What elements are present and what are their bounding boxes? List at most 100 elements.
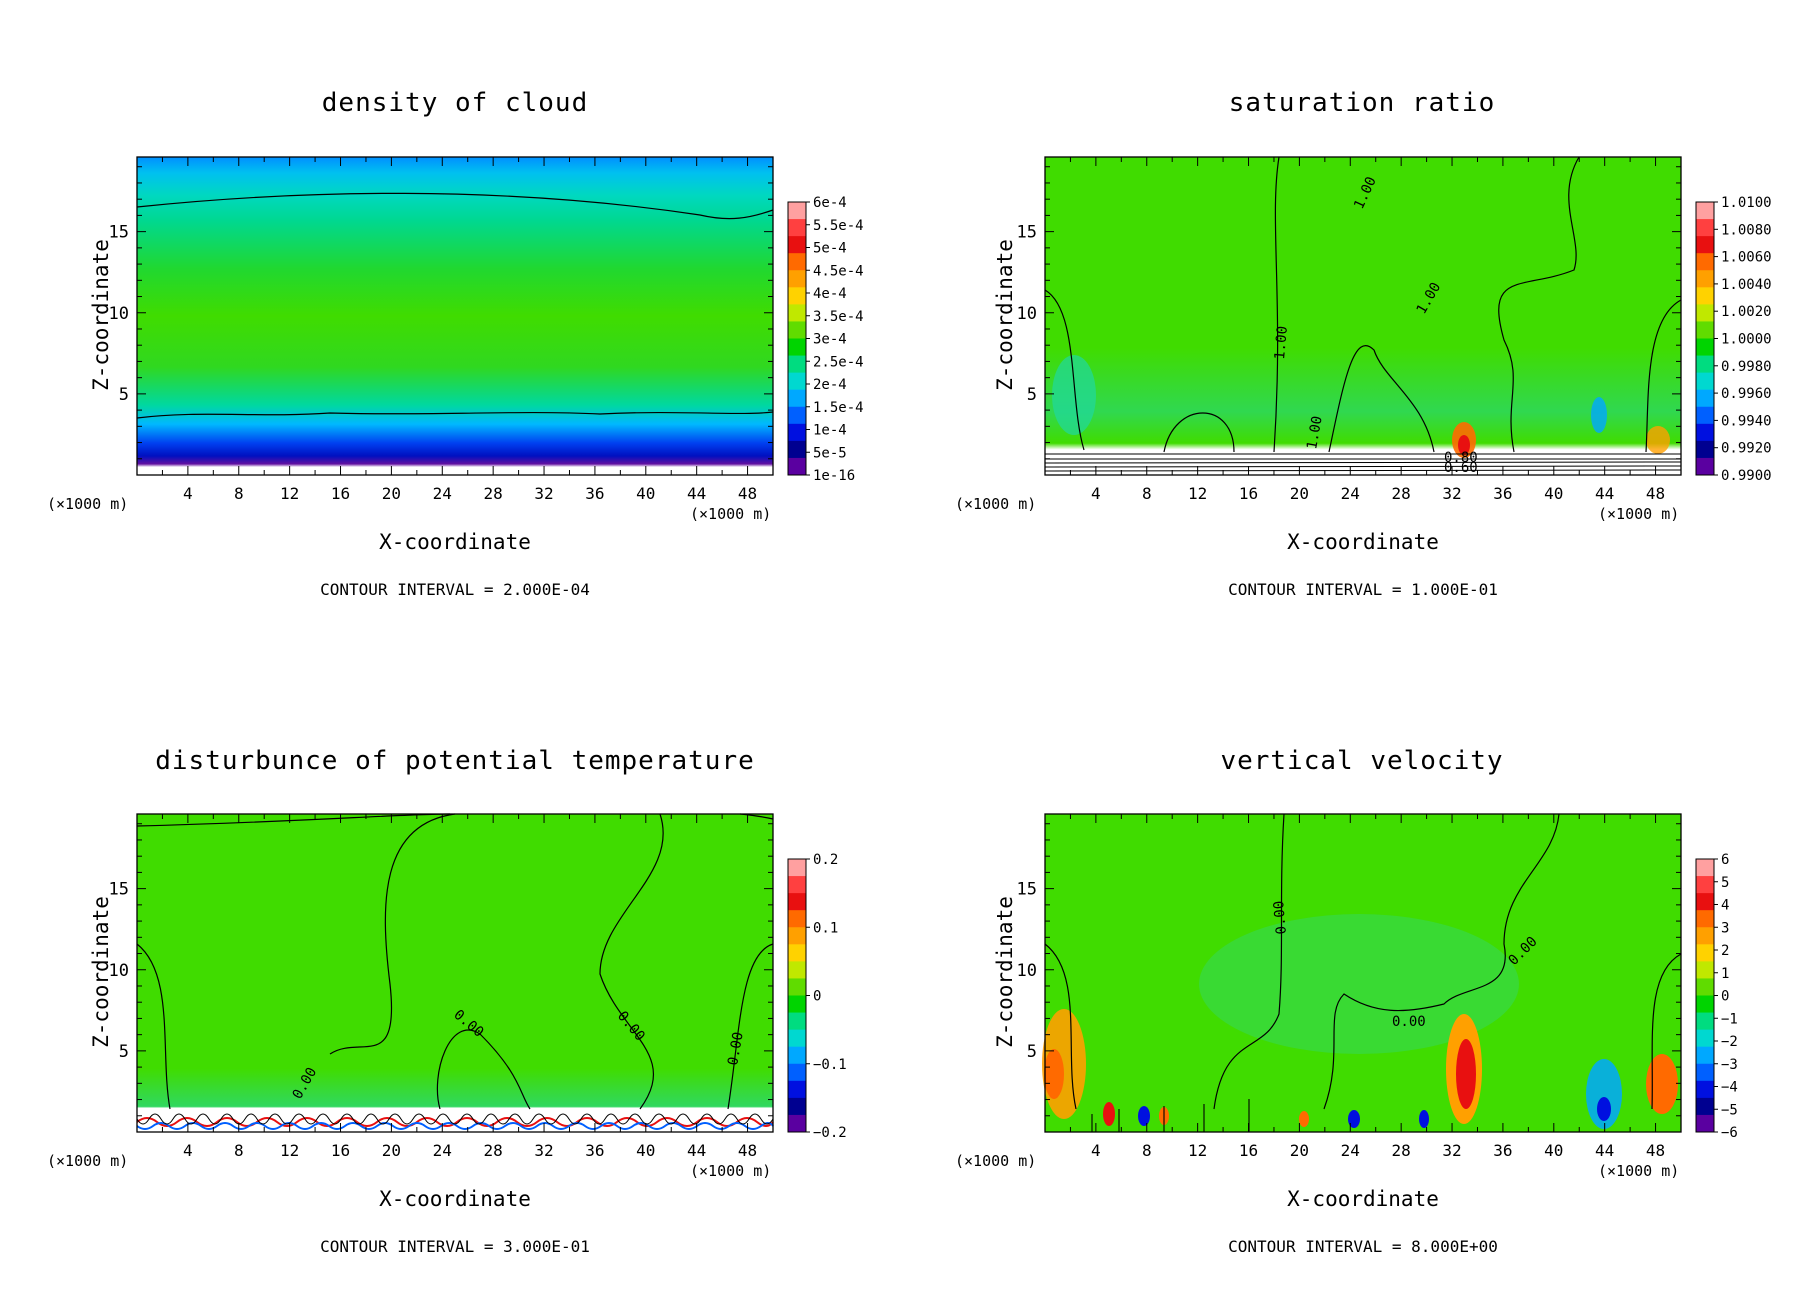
x-tick-label: 4 [183, 484, 193, 503]
colorbar-swatch [1696, 406, 1714, 425]
colorbar-swatch [788, 202, 806, 220]
panel-saturation-ratio: saturation ratio 1.00 1.00 1.00 1 [904, 0, 1808, 654]
field-blob [1052, 355, 1096, 435]
colorbar-swatch [788, 978, 806, 996]
field-blob [1646, 1054, 1678, 1114]
x-unit-left: (×1000 m) [47, 495, 129, 513]
colorbar-swatch [1696, 1029, 1714, 1048]
colorbar-label: −3 [1721, 1057, 1738, 1073]
x-tick-label: 44 [1595, 484, 1614, 503]
colorbar-swatch [788, 440, 806, 459]
y-axis-label: Z-coordinate [992, 896, 1017, 1048]
colorbar-swatch [1696, 270, 1714, 288]
x-tick-label: 16 [331, 1141, 350, 1160]
colorbar-label: 5.5e-4 [813, 218, 864, 234]
colorbar-swatch [1696, 304, 1714, 322]
colorbar: 1.0100 1.0080 1.0060 1.0040 1.0020 1.0000 0.99… [1695, 195, 1772, 484]
x-tick-label: 32 [534, 484, 553, 503]
plot-area: 0.00 0.00 0.00 4 8 12 16 20 24 28 32 36 40 44 48510… [1017, 813, 1738, 1160]
colorbar-swatch [788, 321, 806, 339]
y-axis-label: Z-coordinate [88, 896, 113, 1048]
colorbar-swatch [1696, 236, 1714, 254]
field-blob [1348, 1110, 1360, 1128]
x-tick-label: 28 [484, 1141, 503, 1160]
colorbar-label: 6e-4 [813, 195, 847, 211]
field-blob [1597, 1097, 1611, 1121]
x-tick-label: 4 [1091, 1141, 1101, 1160]
contour-line [136, 192, 774, 220]
plot-frame [1044, 813, 1682, 1133]
x-tick-label: 4 [183, 1141, 193, 1160]
contour-line [727, 943, 774, 1110]
colorbar-label: −0.2 [813, 1125, 847, 1141]
colorbar-swatch [1696, 321, 1714, 339]
colorbar-label: 1.0000 [1721, 332, 1772, 348]
x-tick-label: 12 [1188, 1141, 1207, 1160]
contour-interval: CONTOUR INTERVAL = 1.000E-01 [1228, 580, 1498, 599]
colorbar-label: 4e-4 [813, 286, 847, 302]
contour-line [1044, 943, 1077, 1110]
colorbar-swatch [1696, 389, 1714, 408]
x-unit-left: (×1000 m) [955, 495, 1037, 513]
field-blob [1458, 435, 1470, 455]
x-axis-label: X-coordinate [379, 530, 531, 554]
colorbar-label: 4.5e-4 [813, 263, 864, 279]
surface-noise [136, 1117, 774, 1127]
x-tick-label: 32 [1442, 484, 1461, 503]
field-fill [1045, 814, 1681, 1132]
colorbar-label: 5 [1721, 875, 1729, 891]
x-tick-label: 20 [1290, 1141, 1309, 1160]
colorbar-label: 1.0040 [1721, 277, 1772, 293]
colorbar-swatch [1696, 910, 1714, 928]
colorbar-label: 0.2 [813, 852, 838, 868]
colorbar-label: 0.9900 [1721, 468, 1772, 484]
x-tick-label: 20 [1290, 484, 1309, 503]
colorbar-label: 1 [1721, 966, 1729, 982]
colorbar-swatch [788, 893, 806, 911]
contour-line [1328, 344, 1435, 453]
colorbar-swatch [788, 355, 806, 374]
contour-line [329, 813, 456, 1055]
y-tick-label: 5 [1027, 385, 1037, 405]
contour-label: 0.00 [1392, 1014, 1426, 1030]
x-tick-label: 28 [484, 484, 503, 503]
x-axis-label: X-coordinate [1287, 1187, 1439, 1211]
colorbar-swatch [1696, 893, 1714, 911]
colorbar-label: 3.5e-4 [813, 309, 864, 325]
colorbar-label: 1.0100 [1721, 195, 1772, 211]
field-fill [137, 157, 773, 475]
contour-label: 1.00 [1272, 325, 1291, 360]
colorbar-swatch [788, 1114, 806, 1133]
x-tick-label: 44 [687, 484, 706, 503]
x-tick-label: 36 [585, 484, 604, 503]
colorbar-swatch [788, 944, 806, 962]
field-blob [1456, 1039, 1476, 1109]
colorbar-swatch [788, 1080, 806, 1099]
contour-line [1044, 453, 1682, 472]
colorbar-label: 0.9920 [1721, 441, 1772, 457]
x-tick-label: 40 [1544, 484, 1563, 503]
x-tick-label: 36 [1493, 1141, 1512, 1160]
colorbar-label: 5e-5 [813, 445, 847, 461]
chart-title: density of cloud [321, 88, 589, 118]
y-tick-label: 5 [119, 1042, 129, 1062]
contour-line [1323, 813, 1560, 1110]
contour-interval: CONTOUR INTERVAL = 8.000E+00 [1228, 1237, 1498, 1256]
y-tick-label: 15 [1017, 223, 1037, 243]
colorbar-label: −0.1 [813, 1057, 847, 1073]
field-blob [1299, 1111, 1309, 1127]
chart-title: vertical velocity [1220, 746, 1504, 776]
x-tick-label: 40 [636, 484, 655, 503]
x-tick-label: 24 [433, 484, 452, 503]
x-tick-label: 48 [738, 1141, 757, 1160]
y-tick-label: 5 [1027, 1042, 1037, 1062]
x-axis-label: X-coordinate [1287, 530, 1439, 554]
contour-label: 0.80 [1444, 450, 1478, 466]
contour-line [1645, 299, 1682, 453]
contour-line [136, 411, 774, 419]
x-tick-label: 40 [636, 1141, 655, 1160]
contour-interval: CONTOUR INTERVAL = 3.000E-01 [320, 1237, 590, 1256]
colorbar-swatch [788, 219, 806, 237]
